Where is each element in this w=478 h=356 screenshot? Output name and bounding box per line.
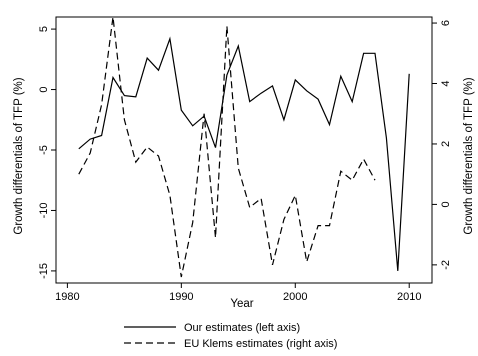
y-axis-title-right: Growth differentials of TFP (%)	[463, 77, 475, 234]
y-tick-label-right: -2	[440, 260, 452, 270]
x-tick-label: 1990	[169, 291, 193, 303]
series-line-2	[78, 16, 376, 278]
y-tick-label-right: 4	[440, 80, 452, 86]
y-tick-label-left: -5	[38, 145, 50, 155]
y-tick-label-left: -15	[38, 263, 50, 279]
y-tick-label-right: 6	[440, 20, 452, 26]
legend: Our estimates (left axis) EU Klems estima…	[124, 322, 337, 350]
series-layer	[78, 16, 410, 278]
y-tick-label-left: 5	[38, 26, 50, 32]
axes: 1980 1990 2000 2010 5 0 -5 -10 -15 6 4 2 0 -2	[38, 16, 452, 303]
series-line-1	[78, 36, 410, 271]
y-tick-label-right: 2	[440, 141, 452, 147]
legend-label-2: EU Klems estimates (right axis)	[184, 338, 337, 350]
x-tick-label: 2010	[397, 291, 421, 303]
x-tick-label: 2000	[283, 291, 307, 303]
y-tick-label-left: 0	[38, 86, 50, 92]
legend-label-1: Our estimates (left axis)	[184, 322, 300, 334]
y-axis-title-left: Growth differentials of TFP (%)	[13, 77, 25, 234]
y-tick-label-left: -10	[38, 203, 50, 219]
y-tick-label-right: 0	[440, 201, 452, 207]
x-tick-label: 1980	[55, 291, 79, 303]
x-axis-title: Year	[230, 298, 253, 310]
